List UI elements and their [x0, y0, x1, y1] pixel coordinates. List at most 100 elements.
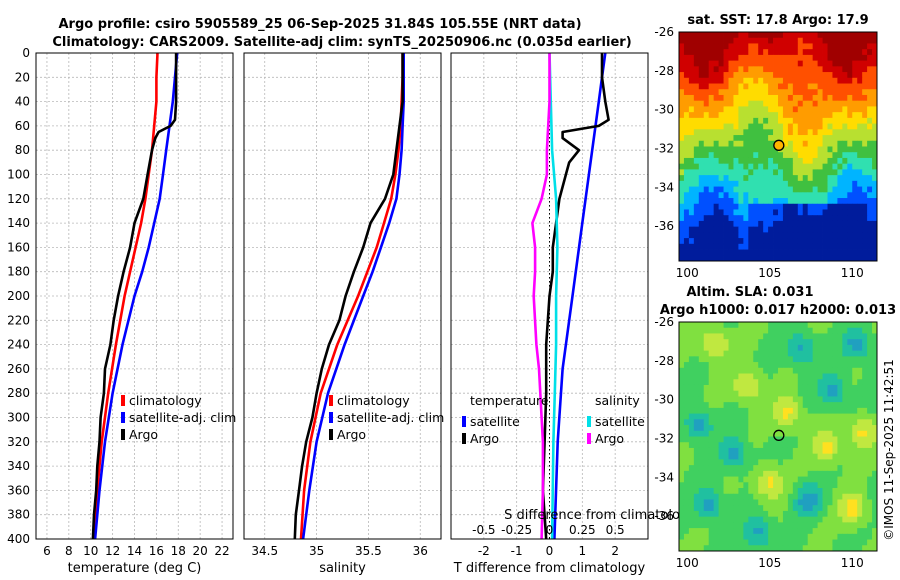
map-cell: [713, 442, 719, 449]
map-cell: [763, 83, 769, 90]
map-cell: [842, 220, 848, 228]
map-cell: [688, 215, 695, 222]
map-cell: [787, 522, 794, 529]
map-cell: [847, 516, 853, 523]
map-cell: [708, 367, 715, 374]
map-cell: [733, 476, 739, 483]
map-cell: [837, 476, 843, 483]
map-cell: [688, 402, 695, 409]
map-cell: [713, 407, 719, 415]
map-cell: [857, 373, 863, 380]
map-cell: [872, 192, 878, 199]
map-cell: [718, 539, 724, 546]
map-cell: [782, 106, 789, 113]
map-cell: [758, 413, 764, 420]
map-cell: [753, 77, 759, 84]
map-cell: [852, 89, 858, 96]
map-cell: [733, 135, 739, 142]
map-cell: [778, 100, 784, 107]
map-cell: [832, 152, 838, 159]
x-tick-label: 35.5: [355, 544, 382, 558]
map-cell: [867, 425, 873, 432]
map-y-tick-label: -32: [654, 141, 674, 155]
map-cell: [857, 140, 863, 147]
map-cell: [768, 442, 774, 449]
map-cell: [688, 163, 695, 170]
map-cell: [817, 402, 823, 409]
map-cell: [787, 499, 794, 506]
map-cell: [753, 356, 759, 363]
map-cell: [802, 192, 809, 199]
map-cell: [862, 100, 868, 107]
map-cell: [688, 488, 695, 495]
map-cell: [683, 528, 690, 535]
map-cell: [763, 32, 769, 39]
map-cell: [832, 362, 838, 369]
map-cell: [743, 436, 749, 443]
map-cell: [713, 488, 719, 495]
map-cell: [679, 476, 685, 483]
map-cell: [743, 522, 749, 529]
map-cell: [857, 83, 863, 90]
map-cell: [688, 152, 695, 159]
map-cell: [852, 356, 858, 363]
map-cell: [693, 470, 700, 477]
map-cell: [812, 175, 818, 182]
map-cell: [837, 123, 843, 130]
map-cell: [733, 350, 739, 357]
map-cell: [857, 72, 863, 79]
map-cell: [857, 192, 863, 199]
map-cell: [733, 226, 739, 233]
map-cell: [867, 255, 873, 262]
map-cell: [693, 407, 700, 415]
map-cell: [778, 396, 784, 403]
map-cell: [837, 186, 843, 193]
y-tick-label: 120: [7, 192, 30, 206]
map-cell: [773, 180, 779, 187]
map-cell: [787, 192, 794, 199]
map-cell: [693, 384, 700, 392]
map-cell: [797, 60, 804, 67]
map-cell: [872, 333, 878, 340]
map-cell: [693, 430, 700, 437]
map-cell: [743, 339, 749, 346]
map-cell: [842, 327, 848, 334]
map-cell: [787, 146, 794, 153]
map-cell: [733, 407, 739, 415]
map-cell: [827, 163, 833, 170]
map-cell: [817, 470, 823, 477]
map-cell: [817, 516, 823, 523]
map-cell: [797, 453, 804, 460]
map-cell: [862, 180, 868, 187]
map-cell: [708, 163, 715, 170]
map-cell: [872, 470, 878, 477]
map-cell: [778, 83, 784, 90]
map-cell: [763, 425, 769, 432]
map-cell: [862, 465, 868, 472]
map-cell: [748, 516, 754, 523]
y-tick-label: 60: [15, 119, 30, 133]
map-cell: [763, 215, 769, 222]
map-cell: [708, 106, 715, 113]
map-cell: [842, 54, 848, 62]
map-cell: [728, 390, 734, 397]
map-cell: [842, 83, 848, 90]
map-cell: [778, 186, 784, 193]
map-cell: [832, 232, 838, 239]
map-cell: [782, 163, 789, 170]
map-cell: [827, 89, 833, 96]
map-cell: [872, 135, 878, 142]
map-cell: [733, 339, 739, 346]
map-cell: [728, 430, 734, 437]
map-cell: [842, 169, 848, 176]
map-cell: [748, 419, 754, 426]
map-cell: [723, 545, 729, 552]
map-cell: [703, 510, 710, 518]
map-cell: [688, 390, 695, 397]
map-cell: [683, 362, 690, 369]
map-cell: [852, 94, 858, 102]
map-cell: [748, 112, 754, 119]
map-cell: [748, 83, 754, 90]
map-cell: [842, 459, 848, 466]
map-cell: [728, 350, 734, 357]
